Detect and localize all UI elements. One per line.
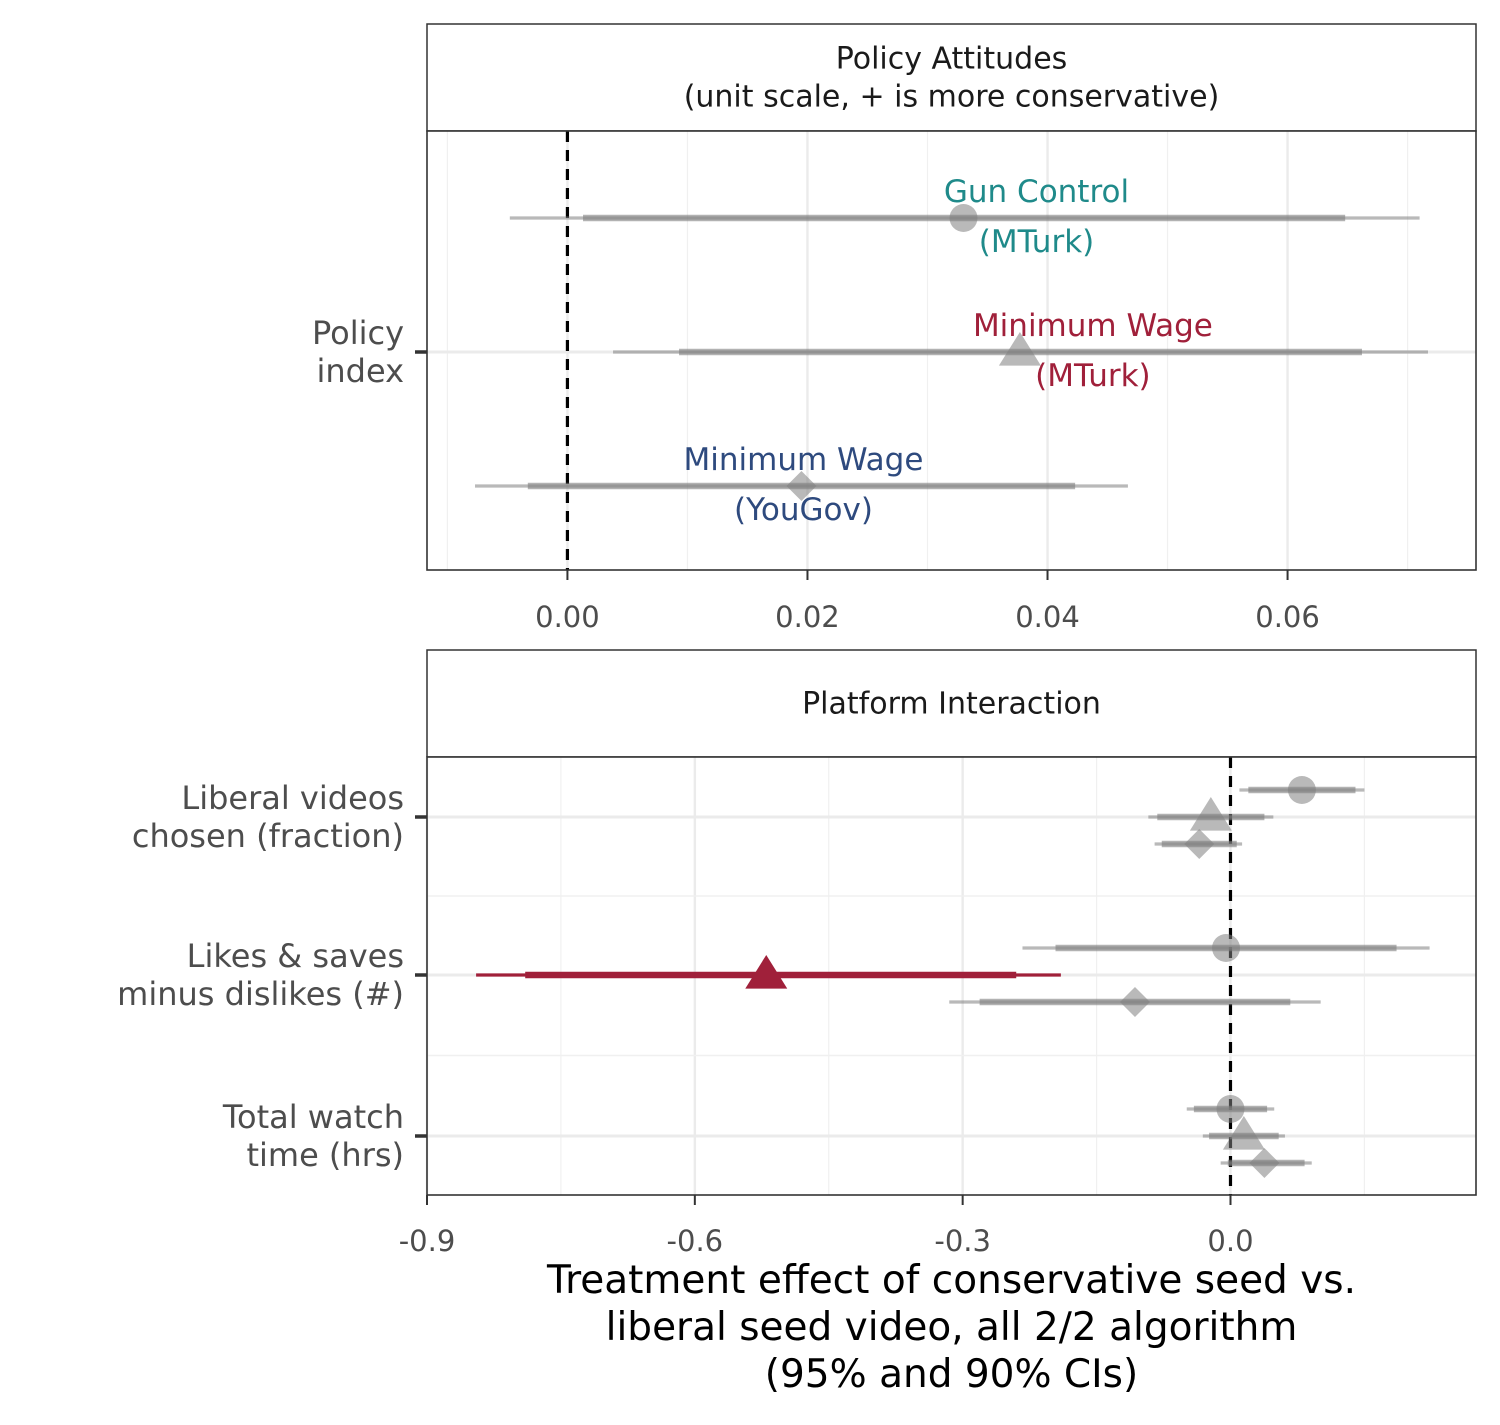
strip-title-line: Platform Interaction: [802, 687, 1101, 722]
x-tick-label: 0.06: [1255, 600, 1320, 634]
category-label-line: Liberal videos: [181, 779, 404, 817]
strip-title-line: Policy Attitudes: [836, 42, 1068, 77]
series-annotation-line: Minimum Wage: [684, 442, 924, 478]
x-tick-label: -0.6: [667, 1224, 724, 1258]
category-label-line: Policy: [312, 314, 404, 352]
x-tick-label: 0.0: [1207, 1224, 1253, 1258]
series-annotation-line: (MTurk): [979, 224, 1095, 260]
estimate-triangle: [1189, 797, 1232, 831]
category-label-line: Likes & saves: [187, 937, 404, 975]
x-tick-label: 0.04: [1015, 600, 1080, 634]
estimate-diamond: [1249, 1148, 1280, 1178]
series-annotation-line: Minimum Wage: [973, 308, 1213, 344]
strip-box: [426, 649, 1477, 758]
estimate-triangle: [745, 955, 788, 989]
series-annotation-line: Gun Control: [944, 174, 1129, 210]
estimate-triangle: [1222, 1116, 1265, 1150]
estimate-circle: [1216, 1095, 1245, 1123]
estimate-circle: [949, 204, 978, 232]
estimate-diamond: [1184, 829, 1215, 859]
strip-box: [426, 23, 1477, 132]
series-annotation-line: (YouGov): [734, 492, 873, 528]
x-axis-title: Treatment effect of conservative seed vs…: [546, 1258, 1356, 1397]
x-title-line: liberal seed video, all 2/2 algorithm: [606, 1305, 1298, 1350]
estimate-circle: [1287, 776, 1316, 804]
estimate-diamond: [1119, 987, 1150, 1017]
strip-title-line: (unit scale, + is more conservative): [684, 80, 1220, 115]
estimate-triangle: [998, 332, 1041, 366]
estimate-diamond: [786, 471, 817, 501]
estimate-circle: [1212, 934, 1241, 962]
x-tick-label: -0.9: [399, 1224, 456, 1258]
x-title-line: Treatment effect of conservative seed vs…: [546, 1258, 1356, 1303]
x-tick-label: 0.02: [775, 600, 840, 634]
x-tick-label: -0.3: [934, 1224, 991, 1258]
policy-attitudes-panel: Policy Attitudes(unit scale, + is more c…: [312, 23, 1477, 634]
platform-interaction-panel: Platform Interaction -0.9 -0.6 -0.3 0.0 Liber…: [117, 649, 1477, 1258]
category-label-line: minus dislikes (#): [117, 975, 404, 1013]
category-label-line: chosen (fraction): [132, 817, 404, 855]
category-label-line: index: [316, 352, 404, 390]
category-label-line: time (hrs): [246, 1136, 404, 1174]
category-label-line: Total watch: [222, 1098, 404, 1136]
series-annotation-line: (MTurk): [1035, 358, 1151, 394]
x-title-line: (95% and 90% CIs): [765, 1352, 1138, 1397]
x-tick-label: 0.00: [535, 600, 600, 634]
